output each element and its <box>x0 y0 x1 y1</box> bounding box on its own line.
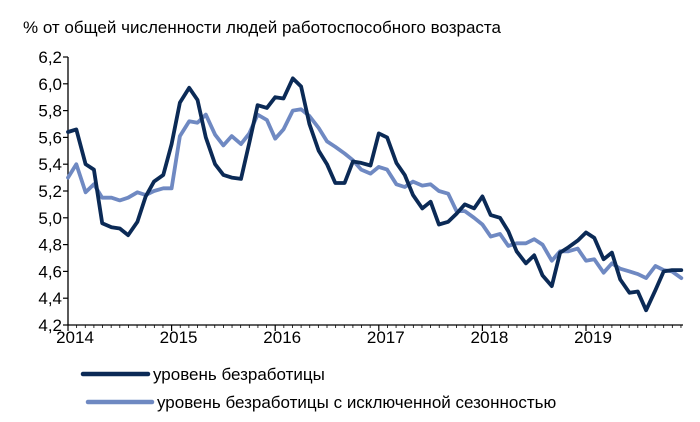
x-tick-label: 2017 <box>367 328 405 347</box>
y-tick-label: 5,6 <box>38 128 62 147</box>
y-tick-label: 4,4 <box>38 289 62 308</box>
series-line-0 <box>66 76 684 313</box>
y-tick-label: 5,2 <box>38 182 62 201</box>
y-tick-label: 6,0 <box>38 75 62 94</box>
x-tick-label: 2016 <box>263 328 301 347</box>
x-tick-label: 2015 <box>160 328 198 347</box>
y-tick-label: 6,2 <box>38 48 62 67</box>
x-tick-label: 2019 <box>574 328 612 347</box>
y-tick-label: 4,6 <box>38 262 62 281</box>
y-tick-label: 5,4 <box>38 155 62 174</box>
series-lines <box>66 76 684 313</box>
legend-label: уровень безработицы с исключенной сезонн… <box>157 393 557 412</box>
y-tick-label: 5,8 <box>38 102 62 121</box>
legend-label: уровень безработицы <box>153 365 325 384</box>
x-tick-label: 2014 <box>56 328 94 347</box>
x-tick-labels: 2014 2015 2016 2017 2018 2019 <box>56 328 612 347</box>
series-line-1 <box>66 107 684 281</box>
y-tick-label: 4,8 <box>38 236 62 255</box>
axes <box>63 56 683 331</box>
y-tick-label: 5,0 <box>38 209 62 228</box>
x-tick-label: 2018 <box>470 328 508 347</box>
y-axis-title: % от общей численности людей работоспосо… <box>23 18 502 37</box>
y-tick-labels: 6,2 6,0 5,8 5,6 5,4 5,2 5,0 4,8 4,6 4,4 4,2 <box>38 48 62 335</box>
legend: уровень безработицы уровень безработицы с… <box>80 365 557 412</box>
y-tick-label: 4,2 <box>38 316 62 335</box>
